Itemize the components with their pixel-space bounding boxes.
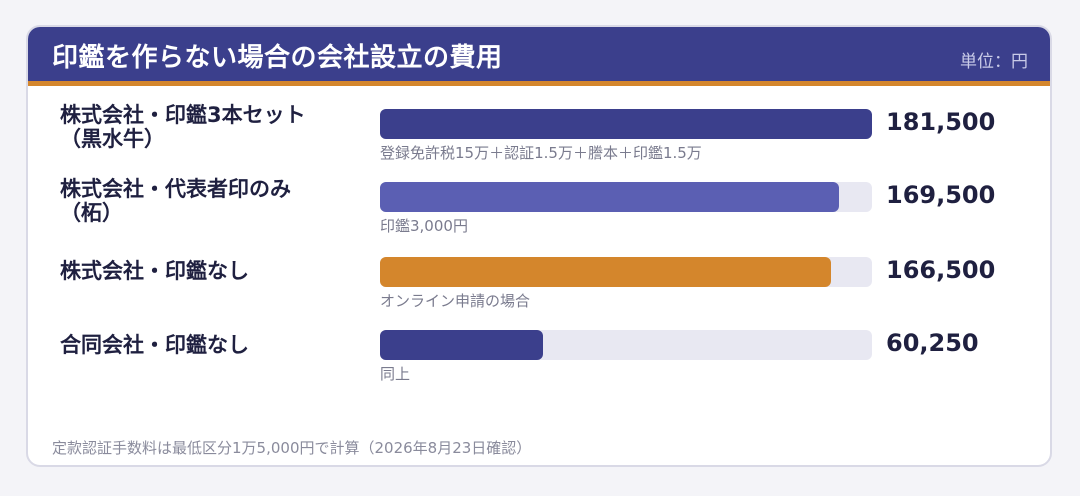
bar — [380, 182, 839, 212]
value-label: 181,500 — [886, 108, 996, 136]
bar — [380, 257, 831, 287]
bar — [380, 109, 872, 139]
bar-note: 印鑑3,000円 — [380, 217, 468, 235]
bar — [380, 330, 543, 360]
bar-note: 同上 — [380, 365, 411, 383]
category-label: 合同会社・印鑑なし — [60, 333, 249, 357]
bar-track — [380, 182, 872, 212]
chart-header: 印鑑を作らない場合の会社設立の費用 単位：円 — [28, 27, 1050, 86]
value-label: 166,500 — [886, 256, 996, 284]
footnote: 定款認証手数料は最低区分1万5,000円で計算（2026年8月23日確認） — [52, 439, 532, 457]
category-label-line2: （柘） — [60, 201, 123, 225]
category-label-line1: 株式会社・印鑑3本セット — [60, 103, 306, 127]
bar-note: 登録免許税15万＋認証1.5万＋謄本＋印鑑1.5万 — [380, 144, 702, 162]
unit-label: 単位：円 — [960, 52, 1028, 72]
bar-track — [380, 330, 872, 360]
category-label-line1: 株式会社・印鑑なし — [60, 259, 249, 283]
category-label: 株式会社・印鑑3本セット （黒水牛） — [60, 103, 306, 151]
category-label: 株式会社・印鑑なし — [60, 259, 249, 283]
chart-card: 印鑑を作らない場合の会社設立の費用 単位：円 株式会社・印鑑3本セット （黒水牛）… — [26, 25, 1052, 467]
category-label-line1: 合同会社・印鑑なし — [60, 333, 249, 357]
bar-track — [380, 109, 872, 139]
category-label-line2: （黒水牛） — [60, 127, 165, 151]
bar-note: オンライン申請の場合 — [380, 292, 531, 310]
chart-title: 印鑑を作らない場合の会社設立の費用 — [52, 43, 503, 73]
bar-track — [380, 257, 872, 287]
value-label: 169,500 — [886, 181, 996, 209]
category-label-line1: 株式会社・代表者印のみ — [60, 177, 291, 201]
value-label: 60,250 — [886, 329, 979, 357]
category-label: 株式会社・代表者印のみ （柘） — [60, 177, 291, 225]
